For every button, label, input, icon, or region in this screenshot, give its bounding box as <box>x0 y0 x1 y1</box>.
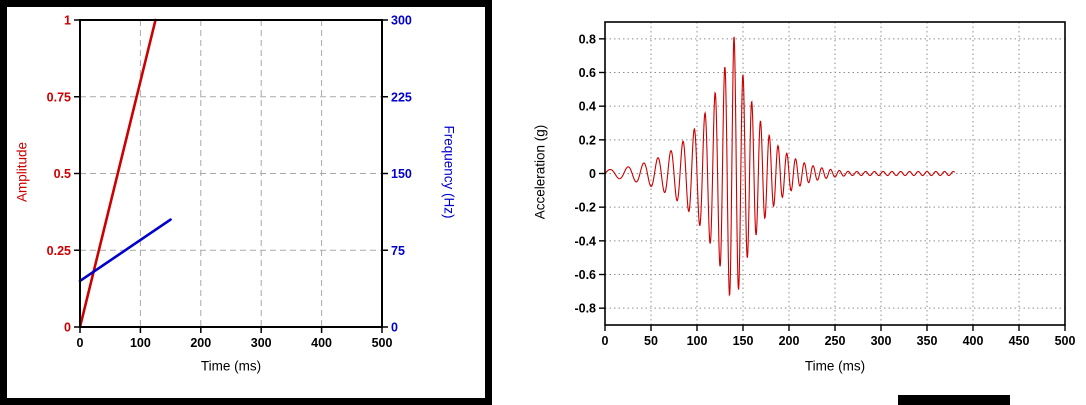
right-y-tick-label: 150 <box>391 167 412 181</box>
x-tick-label: 400 <box>963 334 984 348</box>
y-tick-label: 0.6 <box>579 66 596 80</box>
x-tick-label: 0 <box>77 336 84 350</box>
sweep-chart-canvas: 0 100 200 300 400 50000.250.50.75107515022530… <box>47 14 412 351</box>
x-tick-label: 300 <box>871 334 892 348</box>
right-chart-panel: 0 50 100 150 200 250 300 350 400 450 500 -0.8 -0.6 -0… <box>510 0 1086 405</box>
right-y-tick-label: 225 <box>391 90 412 104</box>
black-bar <box>898 395 1010 405</box>
y-tick-label: 0 <box>589 167 596 181</box>
y-tick-label: -0.8 <box>574 302 596 316</box>
right-y-tick-label: 0 <box>391 321 398 335</box>
y-axis-title-right-chart: Acceleration (g) <box>532 124 548 220</box>
y-tick-label: -0.2 <box>574 201 596 215</box>
series-frequency-ramp <box>78 218 172 283</box>
left-y-tick-label: 0.25 <box>47 244 71 258</box>
x-tick-label: 0 <box>602 334 609 348</box>
x-axis-title-right-chart: Time (ms) <box>804 358 866 374</box>
left-y-tick-label: 0 <box>64 321 71 335</box>
x-tick-label: 450 <box>1009 334 1030 348</box>
series-acceleration-chirp <box>604 36 955 297</box>
y-tick-label: -0.4 <box>574 234 596 248</box>
right-y-tick-label: 75 <box>391 244 405 258</box>
x-tick-label: 350 <box>917 334 938 348</box>
left-y-axis-title: Amplitude <box>14 141 30 203</box>
x-tick-label: 150 <box>733 334 754 348</box>
x-tick-label: 250 <box>825 334 846 348</box>
x-tick-label: 200 <box>779 334 800 348</box>
x-tick-label: 100 <box>687 334 708 348</box>
right-y-axis-title: Frequency (Hz) <box>441 125 457 219</box>
series-amplitude-ramp <box>78 18 157 329</box>
x-axis-title-left-chart: Time (ms) <box>200 358 262 374</box>
y-tick-label: -0.6 <box>574 268 596 282</box>
acceleration-chart-canvas: 0 50 100 150 200 250 300 350 400 450 500 -0.8 -0.6 -0… <box>574 21 1076 348</box>
y-tick-label: 0.2 <box>579 133 596 147</box>
left-y-tick-label: 0.5 <box>54 167 71 181</box>
x-tick-label: 100 <box>130 336 151 350</box>
x-tick-label: 500 <box>372 336 393 350</box>
x-tick-label: 200 <box>190 336 211 350</box>
x-tick-label: 50 <box>644 334 658 348</box>
left-chart-panel: 0 100 200 300 400 500 0 0.25 0.5 0.75 1 0 75 150 225 30… <box>0 0 492 405</box>
x-tick-label: 500 <box>1055 334 1076 348</box>
left-y-tick-label: 0.75 <box>47 90 71 104</box>
y-tick-label: 0.4 <box>579 100 596 114</box>
x-tick-label: 300 <box>251 336 272 350</box>
y-tick-label: 0.8 <box>579 32 596 46</box>
right-y-tick-label: 300 <box>391 14 412 28</box>
left-y-tick-label: 1 <box>64 14 71 28</box>
x-tick-label: 400 <box>311 336 332 350</box>
